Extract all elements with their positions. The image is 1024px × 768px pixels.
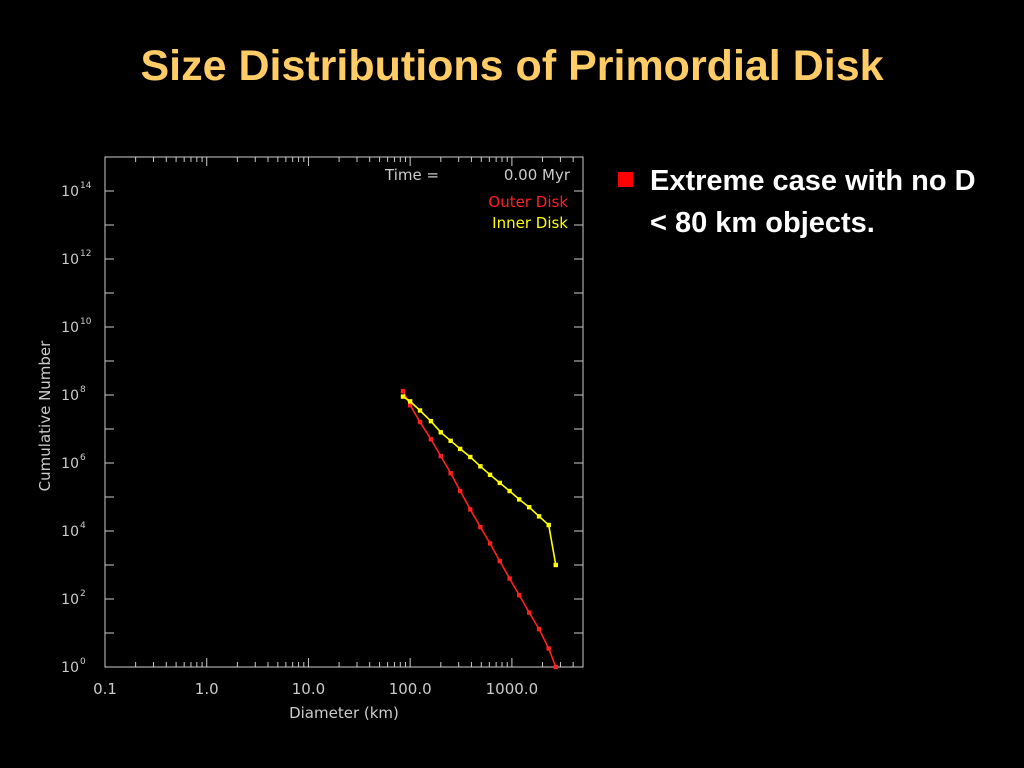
data-point [553,562,558,568]
cumulative-number-chart: 0.1 1.0 10.0 100.0 1000.0 10 010 210 410 610 810 1… [36,156,584,722]
bullet-item: Extreme case with no D < 80 km objects. [618,160,998,244]
y-tick-label: 10 [61,388,79,404]
data-point [417,408,423,413]
y-tick-exponent: 2 [80,589,86,599]
series-line-1 [402,395,557,566]
y-tick-exponent: 8 [80,385,86,395]
data-point [536,626,542,632]
x-tick-label: 10.0 [292,680,325,698]
data-point [536,514,542,519]
data-point [546,646,551,651]
data-point [507,488,512,494]
x-axis-ticks: 0.1 1.0 10.0 100.0 1000.0 [93,157,584,698]
y-axis-label: Cumulative Number [36,340,54,491]
data-point [448,471,453,476]
y-tick-label: 10 [61,592,79,608]
y-tick-exponent: 6 [80,453,86,463]
series-layer [400,388,558,670]
x-tick-label: 1000.0 [486,680,539,698]
data-point [407,399,413,404]
y-tick-exponent: 10 [80,317,92,327]
x-tick-label: 0.1 [93,680,117,698]
data-point [438,430,443,435]
y-tick-label: 10 [61,524,79,540]
data-point [417,419,423,425]
data-point [553,664,558,670]
data-point [478,464,483,469]
y-tick-exponent: 14 [80,181,92,191]
data-point [527,610,532,615]
data-point [478,524,483,530]
data-point [517,497,522,502]
data-point [468,507,473,512]
plot-border [104,156,584,668]
data-point [487,472,493,477]
data-point [487,541,493,546]
data-point [400,394,406,399]
data-point [448,438,453,443]
data-point [428,437,434,442]
data-point [497,480,502,486]
data-point [457,488,463,494]
y-tick-label: 10 [61,184,79,200]
data-point [400,388,406,394]
data-point [497,558,502,564]
slide-title: Size Distributions of Primordial Disk [140,42,884,90]
data-point [527,505,532,510]
y-tick-exponent: 12 [80,249,91,259]
bullet-square-icon [618,172,633,187]
plot-frame [104,156,584,668]
data-point [428,418,434,424]
time-annotation-label: Time = [384,166,439,184]
x-axis-label: Diameter (km) [289,704,399,722]
x-tick-label: 100.0 [389,680,432,698]
y-tick-label: 10 [61,320,79,336]
data-point [507,576,512,581]
y-tick-label: 10 [61,252,79,268]
data-point [517,592,522,598]
data-point [468,454,473,460]
data-point [407,403,413,408]
x-tick-label: 1.0 [195,680,219,698]
y-tick-label: 10 [61,456,79,472]
data-point [438,453,443,459]
y-tick-exponent: 0 [80,657,86,667]
time-annotation-value: 0.00 Myr [504,166,571,184]
legend-inner-disk: Inner Disk [492,214,568,232]
chart-container: 0.1 1.0 10.0 100.0 1000.0 10 0 10 2 10 4 10 6 10 8 10 1… [0,140,600,730]
data-point [457,446,463,452]
data-point [546,522,551,528]
y-tick-exponent: 4 [80,521,86,531]
legend-outer-disk: Outer Disk [488,193,568,211]
bullet-text: Extreme case with no D < 80 km objects. [650,165,976,239]
y-tick-label: 10 [61,660,79,676]
